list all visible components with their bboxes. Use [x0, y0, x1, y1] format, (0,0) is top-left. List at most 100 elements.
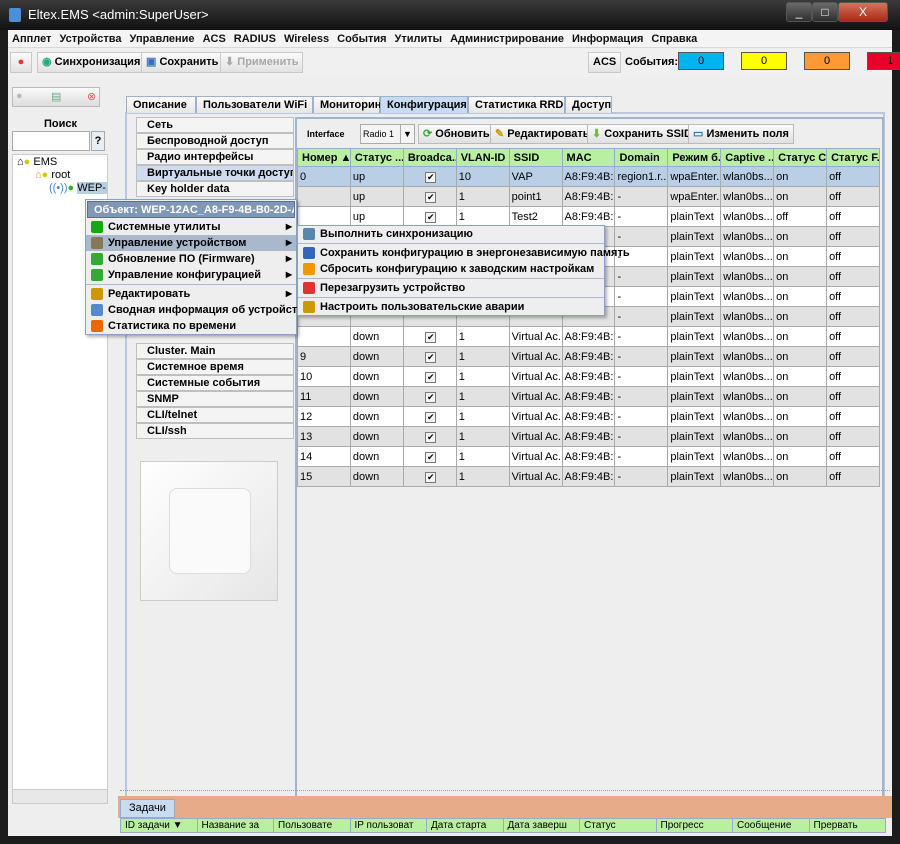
column-header[interactable]: Статус С...: [773, 148, 828, 167]
tab-0[interactable]: Описание: [126, 96, 196, 113]
acs-button[interactable]: ACS: [588, 52, 622, 73]
task-column-header[interactable]: Дата старта: [426, 818, 504, 833]
context-menu-item[interactable]: Управление конфигурацией ▶: [86, 267, 296, 283]
task-column-header[interactable]: Сообщение: [732, 818, 810, 833]
config-tab[interactable]: Системные события: [136, 375, 294, 391]
context-menu-item[interactable]: Редактировать ▶: [86, 286, 296, 302]
interface-select[interactable]: Radio 1 ▼: [360, 124, 415, 144]
menu-item[interactable]: Справка: [651, 33, 698, 45]
disabled-icon[interactable]: ●: [16, 90, 23, 102]
splitter[interactable]: [120, 790, 890, 794]
table-row[interactable]: up ✔ 1point1A8:F9:4B:...-wpaEnter...wlan0b…: [297, 186, 880, 207]
alarm-button[interactable]: ●: [10, 52, 32, 73]
save-ssid-button[interactable]: ⬇ Сохранить SSID: [587, 124, 697, 144]
config-tab[interactable]: Key holder data: [136, 181, 294, 197]
save-button[interactable]: ▣ Сохранить: [141, 52, 224, 73]
submenu-item[interactable]: Перезагрузить устройство: [298, 280, 604, 296]
table-row[interactable]: 0up ✔ 10VAPA8:F9:4B:...region1.r...wpaEnte…: [297, 166, 880, 187]
tree-node-device[interactable]: ((•))● WEP-12AC: [49, 182, 107, 195]
refresh-button[interactable]: ⟳ Обновить: [418, 124, 495, 144]
column-header[interactable]: Статус F...: [826, 148, 880, 167]
config-tab[interactable]: Виртуальные точки доступа: [136, 165, 294, 181]
task-column-header[interactable]: Статус: [579, 818, 657, 833]
tab-1[interactable]: Пользователи WiFi: [196, 96, 313, 113]
config-tab[interactable]: Сеть: [136, 117, 294, 133]
submenu-item[interactable]: Сохранить конфигурацию в энергонезависим…: [298, 245, 630, 261]
config-tab[interactable]: Беспроводной доступ: [136, 133, 294, 149]
tab-3[interactable]: Конфигурация: [380, 96, 468, 113]
broadcast-checkbox[interactable]: ✔: [425, 431, 437, 443]
menu-item[interactable]: Информация: [572, 33, 644, 45]
search-help-button[interactable]: ?: [91, 131, 105, 151]
close-button[interactable]: X: [838, 2, 888, 22]
menu-item[interactable]: Администрирование: [450, 33, 564, 45]
tab-4[interactable]: Статистика RRD: [468, 96, 565, 113]
broadcast-checkbox[interactable]: ✔: [425, 371, 437, 383]
broadcast-checkbox[interactable]: ✔: [425, 331, 437, 343]
submenu-item[interactable]: Настроить пользовательские аварии: [298, 299, 604, 315]
config-tab[interactable]: Радио интерфейсы: [136, 149, 294, 165]
menu-item[interactable]: Управление: [129, 33, 195, 45]
submenu-item[interactable]: Сбросить конфигурацию к заводским настро…: [298, 261, 604, 277]
task-column-header[interactable]: ID задачи ▼: [120, 818, 198, 833]
event-counter[interactable]: 1: [867, 52, 900, 70]
config-tab[interactable]: CLI/telnet: [136, 407, 294, 423]
column-header[interactable]: Статус ...: [349, 148, 404, 167]
config-tab[interactable]: SNMP: [136, 391, 294, 407]
edit-button[interactable]: ✎ Редактировать: [490, 124, 595, 144]
broadcast-checkbox[interactable]: ✔: [425, 211, 437, 223]
apply-button[interactable]: ⬇ Применить: [220, 52, 304, 73]
menu-item[interactable]: ACS: [202, 33, 226, 45]
menu-item[interactable]: Утилиты: [394, 33, 443, 45]
database-icon[interactable]: ▤: [51, 91, 62, 103]
broadcast-checkbox[interactable]: ✔: [425, 191, 437, 203]
tab-tasks[interactable]: Задачи: [120, 799, 175, 818]
maximize-button[interactable]: □: [812, 2, 838, 22]
menu-item[interactable]: RADIUS: [233, 33, 276, 45]
horizontal-scrollbar[interactable]: [13, 789, 107, 803]
config-tab[interactable]: CLI/ssh: [136, 423, 294, 439]
tab-5[interactable]: Доступ: [565, 96, 612, 113]
column-header[interactable]: MAC: [561, 148, 616, 167]
task-column-header[interactable]: Название за: [196, 818, 274, 833]
context-menu-item[interactable]: Управление устройством ▶: [86, 235, 296, 251]
menu-item[interactable]: Wireless: [283, 33, 330, 45]
delete-icon[interactable]: ⊗: [87, 91, 97, 103]
column-header[interactable]: Номер ▲: [297, 148, 351, 167]
table-row[interactable]: up ✔ 1Test2A8:F9:4B:...-plainTextwlan0bs..…: [297, 206, 880, 227]
column-header[interactable]: Режим б...: [667, 148, 722, 167]
config-tab[interactable]: Системное время: [136, 359, 294, 375]
menu-item[interactable]: Апплет: [12, 33, 52, 45]
event-counter[interactable]: 0: [678, 52, 724, 70]
broadcast-checkbox[interactable]: ✔: [425, 471, 437, 483]
context-menu-item[interactable]: Обновление ПО (Firmware) ▶: [86, 251, 296, 267]
broadcast-checkbox[interactable]: ✔: [425, 171, 437, 183]
tree-node-ems[interactable]: ⌂● EMS: [17, 156, 57, 169]
context-menu-item[interactable]: Сводная информация об устройстве: [86, 302, 310, 318]
task-column-header[interactable]: Дата заверш: [502, 818, 580, 833]
tab-2[interactable]: Мониторинг: [313, 96, 386, 113]
column-header[interactable]: Broadca...: [402, 148, 457, 167]
config-tab[interactable]: Cluster. Main: [136, 343, 294, 359]
sync-button[interactable]: ◉ Синхронизация: [37, 52, 146, 73]
broadcast-checkbox[interactable]: ✔: [425, 451, 437, 463]
task-column-header[interactable]: Пользовате: [273, 818, 351, 833]
search-input[interactable]: [12, 131, 90, 151]
tree-node-root[interactable]: ⌂● root: [35, 169, 70, 182]
task-column-header[interactable]: Прервать: [808, 818, 886, 833]
menu-item[interactable]: События: [337, 33, 387, 45]
column-header[interactable]: Captive ...: [720, 148, 775, 167]
column-header[interactable]: SSID: [508, 148, 563, 167]
task-column-header[interactable]: IP пользоват: [349, 818, 427, 833]
change-fields-button[interactable]: ▭ Изменить поля: [688, 124, 794, 144]
broadcast-checkbox[interactable]: ✔: [425, 391, 437, 403]
submenu-item[interactable]: Выполнить синхронизацию: [298, 226, 604, 242]
